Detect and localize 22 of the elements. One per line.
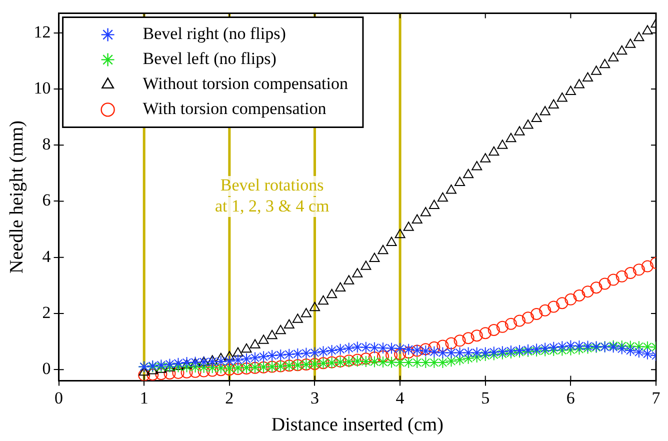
legend-label: Without torsion compensation xyxy=(142,74,348,94)
y-tick-label: 2 xyxy=(42,302,51,322)
x-tick-label: 6 xyxy=(566,388,575,408)
y-tick-label: 6 xyxy=(42,190,51,210)
legend-label: With torsion compensation xyxy=(142,99,327,118)
x-axis-title: Distance inserted (cm) xyxy=(271,414,444,436)
x-tick-label: 3 xyxy=(310,388,319,408)
legend-label: Bevel right (no flips) xyxy=(142,24,286,44)
y-axis-title: Needle height (mm) xyxy=(6,120,28,274)
legend-label: Bevel left (no flips) xyxy=(142,49,276,68)
y-tick-label: 12 xyxy=(34,22,51,42)
y-tick-label: 10 xyxy=(34,78,51,98)
x-tick-label: 7 xyxy=(652,388,661,408)
y-tick-label: 0 xyxy=(42,359,51,378)
x-tick-label: 4 xyxy=(396,388,405,408)
y-tick-label: 8 xyxy=(42,134,51,154)
x-tick-label: 1 xyxy=(140,388,148,408)
x-tick-label: 0 xyxy=(54,388,64,408)
x-tick-label: 5 xyxy=(481,388,490,408)
x-tick-label: 2 xyxy=(225,388,234,408)
y-tick-label: 4 xyxy=(42,246,52,266)
annotation: Bevel rotations at 1, 2, 3 & 4 cm xyxy=(214,175,330,216)
